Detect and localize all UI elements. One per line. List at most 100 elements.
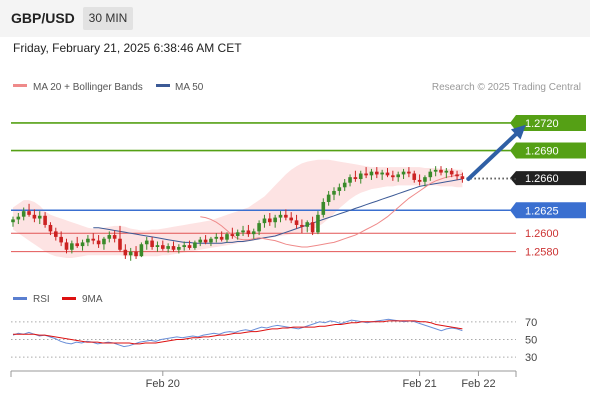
candle-body: [375, 171, 379, 175]
candle-body: [444, 170, 449, 173]
candle: [401, 168, 406, 180]
candle: [310, 216, 315, 236]
rsi-level-label-70: 70: [525, 317, 537, 329]
level-label-1.2720: 1.2720: [525, 118, 559, 130]
candle: [27, 203, 31, 217]
timestamp: Friday, February 21, 2025 6:38:46 AM CET: [13, 41, 242, 55]
candle: [225, 232, 229, 243]
level-tag-1.2720: [510, 114, 586, 131]
candle: [139, 242, 144, 258]
candle-body: [21, 211, 26, 217]
candle-body: [284, 214, 288, 218]
rsi-level-label-50: 50: [525, 335, 537, 347]
candle-body: [294, 220, 299, 225]
candle-body: [278, 214, 283, 218]
candle-body: [48, 224, 53, 232]
candle: [262, 214, 267, 228]
candle: [444, 167, 449, 179]
candle-body: [80, 242, 85, 247]
x-axis-ticks: Feb 20 Feb 21 Feb 22: [146, 371, 496, 390]
ma20-line: [200, 173, 463, 248]
candle: [396, 171, 400, 182]
candle: [37, 211, 42, 225]
candle: [273, 214, 277, 228]
x-tick-label: Feb 20: [146, 378, 180, 390]
candle: [316, 211, 320, 235]
candle: [107, 231, 112, 243]
candle-body: [161, 245, 165, 249]
candle: [171, 241, 176, 252]
candle: [412, 170, 417, 183]
candle-body: [455, 174, 459, 177]
candle-body: [203, 239, 208, 243]
candle-body: [460, 176, 465, 180]
candle-body: [396, 174, 400, 178]
candle-body: [112, 235, 117, 239]
candle-body: [241, 230, 245, 233]
candle: [123, 244, 128, 259]
candle-body: [439, 169, 443, 173]
rsi-panel: 70 50 30: [11, 317, 537, 364]
rsi-legend-swatch: [13, 297, 27, 300]
candle: [460, 172, 465, 183]
candle-body: [332, 190, 336, 195]
candle: [268, 213, 272, 226]
candle: [70, 240, 74, 254]
candle: [32, 209, 37, 223]
candle-body: [401, 171, 406, 175]
ma50-legend-label: MA 50: [175, 82, 204, 93]
candle: [284, 209, 288, 221]
candle-body: [364, 173, 368, 176]
candle-body: [128, 251, 133, 256]
candle: [289, 212, 293, 224]
current-price-label: 1.2660: [525, 173, 559, 185]
rsi-ma-legend-label: 9MA: [82, 294, 103, 305]
candle-body: [326, 194, 331, 202]
price-levels: 1.2720 1.2690 1.2660 1.2625 1.2600 1.2580: [11, 114, 586, 259]
candle-body: [423, 177, 427, 182]
candle: [364, 167, 368, 179]
candle: [43, 212, 47, 228]
candle: [358, 170, 363, 184]
candle-body: [428, 171, 433, 178]
candle-body: [348, 177, 352, 183]
candle: [144, 236, 149, 250]
candle: [369, 168, 374, 180]
bollinger-band-area: [13, 159, 463, 258]
credit-label: Research © 2025 Trading Central: [432, 82, 581, 93]
candle: [257, 220, 261, 236]
candle-body: [417, 179, 422, 182]
candle-body: [358, 173, 363, 180]
candle-body: [166, 246, 170, 249]
candle-body: [150, 240, 154, 248]
candle-body: [385, 172, 390, 176]
interval-button[interactable]: 30 MIN: [83, 7, 133, 30]
rsi-legend-label: RSI: [33, 294, 50, 305]
candle: [423, 175, 427, 187]
candle: [455, 170, 459, 180]
candle: [219, 231, 224, 242]
candle: [75, 236, 79, 248]
candle-body: [235, 232, 240, 236]
candle-body: [246, 230, 251, 235]
projection-arrow: [466, 124, 526, 182]
candle: [251, 228, 256, 239]
projection-arrow-head: [510, 124, 526, 140]
candle-body: [139, 244, 144, 257]
x-tick-label: Feb 21: [402, 378, 436, 390]
candle: [198, 236, 203, 247]
candle-body: [86, 238, 90, 243]
candle-body: [171, 246, 176, 250]
current-price-tag: [510, 171, 586, 186]
candle-body: [96, 240, 101, 245]
candle-body: [321, 201, 326, 215]
candle-body: [219, 236, 224, 240]
candle-body: [251, 231, 256, 235]
candle: [439, 166, 443, 176]
candle: [59, 231, 63, 247]
candle: [337, 183, 342, 196]
candle: [118, 225, 122, 252]
candle-body: [433, 169, 438, 172]
candle: [134, 246, 138, 259]
